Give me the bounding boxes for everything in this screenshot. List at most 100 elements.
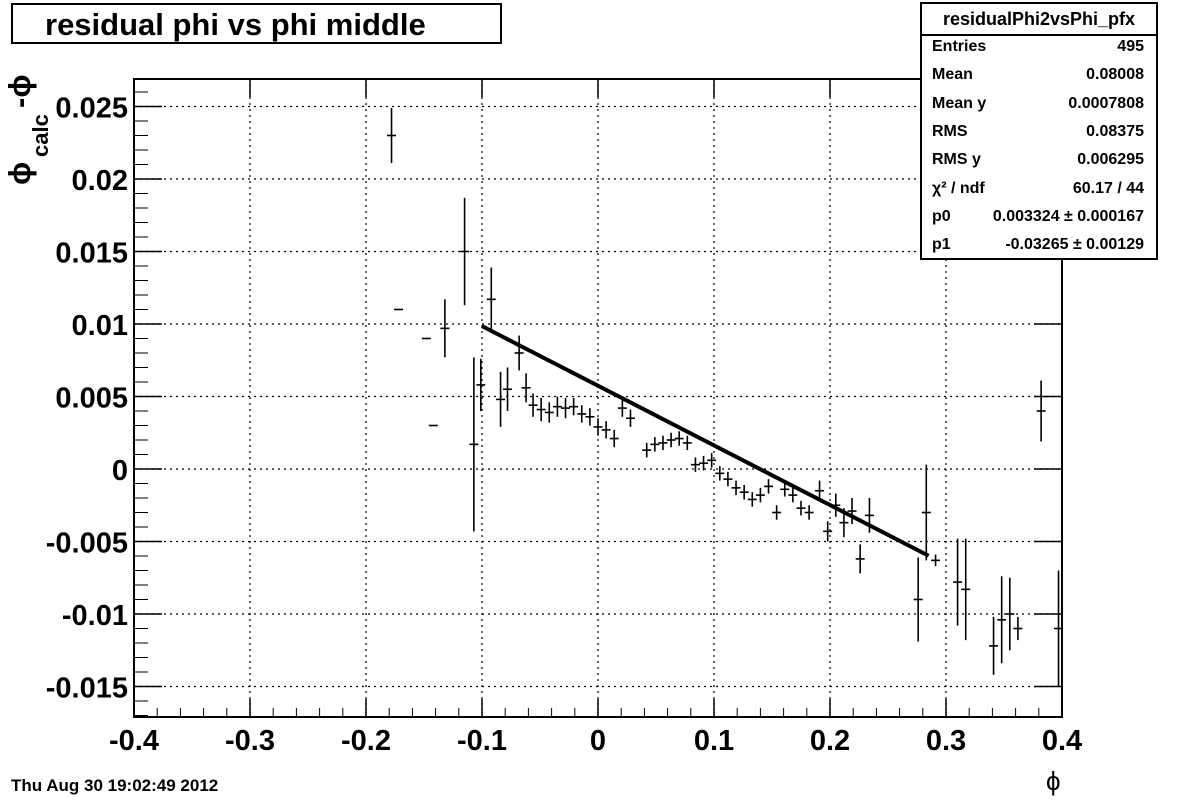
data-point bbox=[514, 335, 524, 371]
data-point bbox=[764, 479, 774, 494]
stat-row: Mean y 0.0007808 bbox=[932, 95, 1144, 119]
y-axis-title-phi-calc: ϕ bbox=[2, 162, 37, 185]
stat-value: 60.17 / 44 bbox=[1072, 179, 1144, 197]
stat-value: -0.03265 ± 0.00129 bbox=[1005, 236, 1144, 254]
data-point bbox=[921, 464, 931, 561]
data-point bbox=[1036, 380, 1046, 442]
x-tick-label: -0.1 bbox=[457, 725, 507, 757]
x-tick-label: -0.3 bbox=[225, 725, 275, 757]
data-point bbox=[650, 437, 660, 452]
x-tick-label: 0.3 bbox=[926, 725, 966, 757]
data-point bbox=[561, 397, 571, 419]
data-point bbox=[747, 492, 757, 507]
timestamp: Thu Aug 30 19:02:49 2012 bbox=[11, 776, 219, 795]
data-point bbox=[486, 267, 496, 332]
stat-value: 0.08008 bbox=[1086, 66, 1144, 84]
y-tick-label: 0.015 bbox=[55, 238, 128, 270]
grid bbox=[134, 79, 1062, 717]
stat-label: χ² / ndf bbox=[932, 179, 985, 197]
data-point bbox=[658, 435, 668, 451]
stats-box: residualPhi2vsPhi_pfx Entries 495 Mean 0.08… bbox=[920, 2, 1158, 260]
stat-row: χ² / ndf 60.17 / 44 bbox=[932, 180, 1144, 204]
data-point bbox=[780, 482, 790, 497]
stat-label: RMS bbox=[932, 122, 968, 140]
data-point bbox=[496, 371, 506, 427]
y-tick-label: -0.01 bbox=[62, 600, 128, 632]
data-point bbox=[715, 466, 725, 481]
data-point bbox=[772, 505, 782, 520]
data-point bbox=[788, 487, 798, 503]
data-point bbox=[855, 544, 865, 574]
data-point bbox=[469, 357, 479, 532]
stat-label: Mean bbox=[932, 66, 973, 84]
data-point bbox=[997, 576, 1007, 664]
stat-value: 495 bbox=[1117, 38, 1144, 55]
data-point bbox=[552, 396, 562, 417]
data-point bbox=[731, 480, 741, 496]
fit-line bbox=[481, 324, 930, 558]
data-point bbox=[961, 538, 971, 641]
x-axis-title: ϕ bbox=[1046, 766, 1061, 796]
data-point bbox=[569, 397, 579, 416]
y-tick-label: 0 bbox=[112, 455, 128, 487]
stat-value: 0.0007808 bbox=[1068, 94, 1144, 112]
x-tick-label: 0.2 bbox=[810, 725, 850, 757]
data-point bbox=[585, 408, 595, 426]
stat-label: p1 bbox=[932, 236, 951, 254]
data-point bbox=[723, 471, 733, 487]
x-tick-label: 0.4 bbox=[1042, 725, 1082, 757]
stat-label: RMS y bbox=[932, 151, 981, 169]
data-point bbox=[690, 457, 700, 472]
stat-value: 0.006295 bbox=[1077, 151, 1144, 169]
stat-row: RMS y 0.006295 bbox=[932, 151, 1144, 175]
x-tick-label: -0.2 bbox=[341, 725, 391, 757]
fit-line-segment bbox=[481, 324, 930, 558]
data-point bbox=[642, 442, 652, 458]
data-point bbox=[625, 409, 635, 427]
data-point bbox=[707, 453, 717, 468]
data-point bbox=[476, 358, 486, 411]
data-point bbox=[544, 402, 554, 423]
stats-name: residualPhi2vsPhi_pfx bbox=[922, 4, 1156, 36]
data-point bbox=[1005, 577, 1015, 651]
data-point bbox=[503, 367, 513, 411]
x-tick-label: -0.4 bbox=[109, 725, 159, 757]
data-point bbox=[387, 107, 397, 164]
stat-row: Mean 0.08008 bbox=[932, 66, 1144, 90]
stat-value: 0.003324 ± 0.000167 bbox=[992, 207, 1144, 225]
data-point bbox=[739, 484, 749, 500]
x-tick-label: 0.1 bbox=[694, 725, 734, 757]
y-axis-title-minus-phi: -ϕ bbox=[2, 74, 37, 108]
data-point bbox=[682, 435, 692, 451]
data-point bbox=[666, 432, 676, 448]
y-tick-label: -0.005 bbox=[46, 528, 128, 560]
data-point bbox=[536, 397, 546, 422]
stat-row: p1 -0.03265 ± 0.00129 bbox=[932, 236, 1144, 260]
data-point bbox=[440, 299, 450, 358]
y-tick-label: -0.015 bbox=[46, 673, 128, 705]
data-point bbox=[931, 554, 941, 567]
data-point bbox=[823, 521, 833, 542]
data-point bbox=[528, 393, 538, 417]
stat-value: 0.08375 bbox=[1086, 122, 1144, 140]
stat-label: Mean y bbox=[932, 94, 987, 112]
data-point bbox=[674, 431, 684, 446]
data-point bbox=[1054, 570, 1064, 687]
stat-row: Entries 495 bbox=[932, 38, 1144, 62]
tick-labels: -0.4 -0.3 -0.2 -0.1 0 0.1 0.2 0.3 0.4 -0.015 -0.01… bbox=[46, 93, 1082, 758]
data-point bbox=[617, 399, 627, 417]
data-point bbox=[847, 498, 857, 525]
stat-label: Entries bbox=[932, 38, 987, 55]
y-tick-label: 0.005 bbox=[55, 383, 128, 415]
data-point bbox=[1013, 616, 1023, 641]
y-tick-label: 0.025 bbox=[55, 93, 128, 125]
y-tick-label: 0.02 bbox=[72, 165, 128, 197]
data-point bbox=[913, 557, 923, 642]
data-point bbox=[601, 421, 611, 439]
data-point bbox=[460, 197, 470, 306]
y-tick-label: 0.01 bbox=[72, 310, 128, 342]
data-point bbox=[699, 455, 709, 471]
stat-row: RMS 0.08375 bbox=[932, 123, 1144, 147]
y-axis-title: ϕ calc -ϕ bbox=[2, 74, 53, 185]
data-points bbox=[387, 107, 1064, 687]
